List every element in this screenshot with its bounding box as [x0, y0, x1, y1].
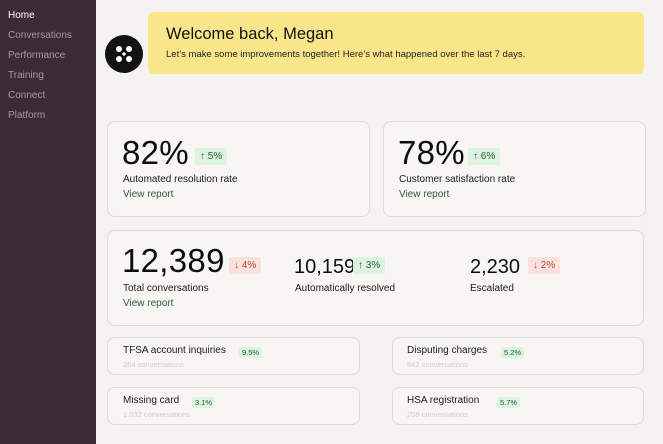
escalated-change: 2% — [540, 260, 556, 271]
automatically-resolved-value: 10,159 — [294, 256, 356, 278]
total-conversations-change: 4% — [241, 260, 257, 271]
topic-percent-badge: 5.7% — [497, 397, 521, 408]
topic-card[interactable]: HSA registration 5.7% 208 conversations — [392, 387, 644, 425]
sidebar-item-performance[interactable]: Performance — [8, 50, 66, 61]
sidebar-item-platform[interactable]: Platform — [8, 110, 46, 121]
topic-percent-badge: 3.1% — [192, 397, 216, 408]
topic-title: Disputing charges — [407, 345, 488, 356]
arrow-down-icon: ↓ — [234, 260, 239, 271]
escalated-value: 2,230 — [470, 256, 521, 278]
automatically-resolved-change: 3% — [365, 260, 381, 271]
topic-title: HSA registration — [407, 395, 480, 406]
topic-title: TFSA account inquiries — [123, 345, 226, 356]
arrow-up-icon: ↑ — [200, 151, 205, 162]
conversations-card: 12,389 ↓ 4% Total conversations View rep… — [107, 230, 644, 326]
total-conversations-label: Total conversations — [123, 283, 209, 294]
sidebar: Home Conversations Performance Training … — [0, 0, 96, 444]
welcome-subtitle: Let’s make some improvements together! H… — [166, 49, 526, 60]
topic-card[interactable]: Disputing charges 5.2% 842 conversations — [392, 337, 644, 375]
topic-title: Missing card — [123, 395, 180, 406]
topic-card[interactable]: TFSA account inquiries 9.5% 264 conversa… — [107, 337, 360, 375]
arrow-up-icon: ↑ — [358, 260, 363, 271]
topic-percent-badge: 9.5% — [239, 347, 263, 358]
topic-conversation-count: 1,032 conversations — [123, 410, 191, 419]
escalated-label: Escalated — [470, 283, 514, 294]
welcome-banner: Welcome back, Megan Let’s make some impr… — [148, 12, 644, 74]
automated-resolution-change: 5% — [207, 151, 223, 162]
arrow-down-icon: ↓ — [533, 260, 538, 271]
automated-resolution-value: 82% — [122, 134, 189, 171]
topic-conversation-count: 208 conversations — [407, 410, 468, 419]
welcome-title: Welcome back, Megan — [166, 25, 334, 43]
sidebar-item-training[interactable]: Training — [8, 70, 44, 81]
escalated-change-badge: ↓ 2% — [528, 257, 561, 274]
customer-satisfaction-change: 6% — [480, 151, 496, 162]
topic-conversation-count: 842 conversations — [407, 360, 468, 369]
automatically-resolved-label: Automatically resolved — [295, 283, 396, 294]
automated-resolution-card: 82% ↑ 5% Automated resolution rate View … — [107, 121, 370, 217]
total-conversations-change-badge: ↓ 4% — [229, 257, 262, 274]
automated-resolution-change-badge: ↑ 5% — [195, 148, 228, 165]
sidebar-item-home[interactable]: Home — [8, 10, 35, 21]
customer-satisfaction-card: 78% ↑ 6% Customer satisfaction rate View… — [383, 121, 646, 217]
automatically-resolved-change-badge: ↑ 3% — [353, 257, 386, 274]
topic-conversation-count: 264 conversations — [123, 360, 184, 369]
sidebar-item-conversations[interactable]: Conversations — [8, 30, 72, 41]
total-conversations-value: 12,389 — [122, 242, 225, 279]
topic-card[interactable]: Missing card 3.1% 1,032 conversations — [107, 387, 360, 425]
customer-satisfaction-value: 78% — [398, 134, 465, 171]
topic-percent-badge: 5.2% — [501, 347, 525, 358]
automated-resolution-label: Automated resolution rate — [123, 174, 238, 185]
arrow-up-icon: ↑ — [473, 151, 478, 162]
brand-mark-icon — [116, 46, 132, 62]
customer-satisfaction-change-badge: ↑ 6% — [468, 148, 501, 165]
customer-satisfaction-label: Customer satisfaction rate — [399, 174, 516, 185]
brand-logo — [105, 35, 143, 73]
total-conversations-view-report-link[interactable]: View report — [123, 298, 174, 309]
sidebar-item-connect[interactable]: Connect — [8, 90, 46, 101]
automated-resolution-view-report-link[interactable]: View report — [123, 189, 174, 200]
customer-satisfaction-view-report-link[interactable]: View report — [399, 189, 450, 200]
